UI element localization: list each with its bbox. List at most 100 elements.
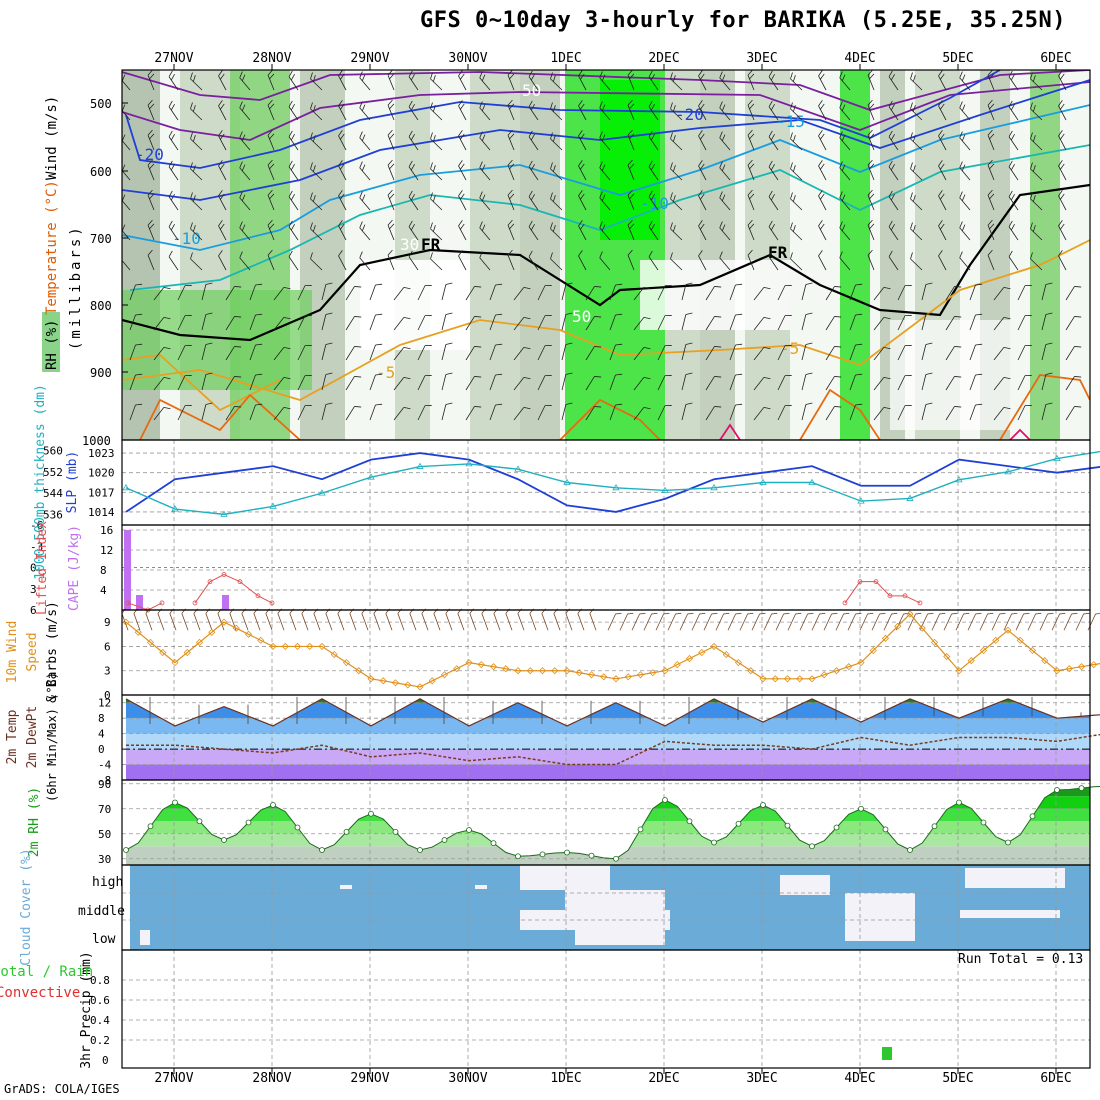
wind-barb <box>249 313 263 331</box>
wind-barb <box>993 406 1011 421</box>
thickness-point <box>220 510 228 517</box>
thickness-point <box>612 484 620 491</box>
wind-barb <box>337 608 345 631</box>
wind-barb <box>417 315 432 331</box>
wind-barb <box>288 250 299 271</box>
wind-barb <box>190 162 203 181</box>
contour-label: FR <box>768 243 788 262</box>
precip-bar <box>882 1047 892 1060</box>
footer-credit: GrADS: COLA/IGES <box>4 1082 120 1096</box>
wind-barb <box>441 312 453 331</box>
rh-tick: 70 <box>98 803 111 816</box>
wind-barb <box>289 608 297 631</box>
wind-barb <box>361 608 369 631</box>
temp-band <box>126 718 1090 734</box>
cape-bar <box>136 595 143 610</box>
date-label-top: 5DEC <box>942 51 973 66</box>
wind-barb <box>967 612 982 631</box>
wind-speed-point <box>440 671 449 679</box>
wind-barb <box>657 405 672 421</box>
wind-speed-point <box>244 630 253 638</box>
wind-barb <box>297 375 312 391</box>
wind-barb <box>1030 72 1043 91</box>
wind-barb <box>147 99 155 121</box>
wind-barb <box>910 162 923 181</box>
wind-barb <box>310 102 323 121</box>
wind-barb <box>359 161 371 181</box>
wind-barb <box>873 406 891 421</box>
wind-barb <box>1017 285 1032 301</box>
temp-label-line: 2m Temp <box>5 709 20 764</box>
wind-barb <box>359 101 371 121</box>
wind-speed-point <box>171 659 179 667</box>
wind-speed-point <box>1028 646 1037 655</box>
upper-axis-label: Wind (m/s)Temperature (°C)RH (%)RH (%) <box>42 96 60 372</box>
wind-barb <box>421 608 429 631</box>
wind-barb <box>129 343 143 361</box>
wind-barb <box>1017 345 1032 361</box>
wind-barb <box>225 316 242 331</box>
wind-barb <box>753 346 771 361</box>
wind-barb <box>147 219 155 241</box>
wind-barb <box>790 132 803 151</box>
contour-label: -10 <box>172 229 201 248</box>
wind-barb <box>1065 346 1082 361</box>
rh-point <box>1005 839 1011 846</box>
wind-barb <box>369 343 383 361</box>
wind-barb <box>631 612 646 631</box>
wind-barb <box>369 313 383 331</box>
wind-barb <box>239 161 251 181</box>
wind-barb <box>839 101 851 121</box>
thickness-point <box>661 486 669 493</box>
wind-barb <box>1065 286 1082 301</box>
wind-barb <box>430 132 443 151</box>
wind-barb <box>408 220 419 241</box>
grid <box>173 950 1057 1068</box>
wind-barb <box>241 608 249 631</box>
wind-barb <box>839 71 851 91</box>
wind-barb <box>698 160 707 181</box>
wind-label: Wind (m/s) <box>44 96 60 180</box>
temp-band <box>126 698 1090 703</box>
wind-barb <box>698 190 707 211</box>
rh-band <box>126 796 1090 809</box>
cloud-cover-block <box>965 868 1065 888</box>
wind-speed-point <box>685 655 694 663</box>
wind-barb <box>338 160 347 181</box>
wind-barb <box>267 159 275 181</box>
wind-barb <box>681 282 693 301</box>
wind-barb <box>938 250 947 271</box>
wind-barb <box>225 286 242 301</box>
wind-barb <box>777 345 792 361</box>
wind-barb <box>959 191 971 211</box>
wind-barb <box>297 285 312 301</box>
wind-barb <box>205 608 213 631</box>
rh-point <box>515 853 521 860</box>
wind-barb <box>585 376 602 391</box>
rh-band <box>126 821 1090 834</box>
wind-barb <box>849 313 863 331</box>
wind-barb <box>430 252 443 271</box>
wind-barb <box>609 373 623 391</box>
rh-point <box>662 797 668 803</box>
wind-barb <box>698 130 707 151</box>
wind-barb <box>931 612 946 631</box>
wind-barb <box>818 160 827 181</box>
wind-barb <box>979 612 994 631</box>
wind-barb <box>408 250 419 271</box>
wind-speed-point <box>502 665 510 673</box>
contour-label: -5 <box>780 339 799 358</box>
rh-point <box>833 824 840 831</box>
wind-barb <box>609 343 623 361</box>
wind-barb <box>719 131 731 151</box>
wind-barb <box>561 372 573 391</box>
wind-barb <box>859 612 874 631</box>
wind-barb <box>945 376 962 391</box>
wind-barb <box>1058 220 1067 241</box>
wind-speed-point <box>416 683 424 691</box>
wind-barb <box>969 283 983 301</box>
wind-barb <box>273 376 291 391</box>
temp-tick: 0 <box>98 743 105 756</box>
wind-barb <box>921 342 933 361</box>
